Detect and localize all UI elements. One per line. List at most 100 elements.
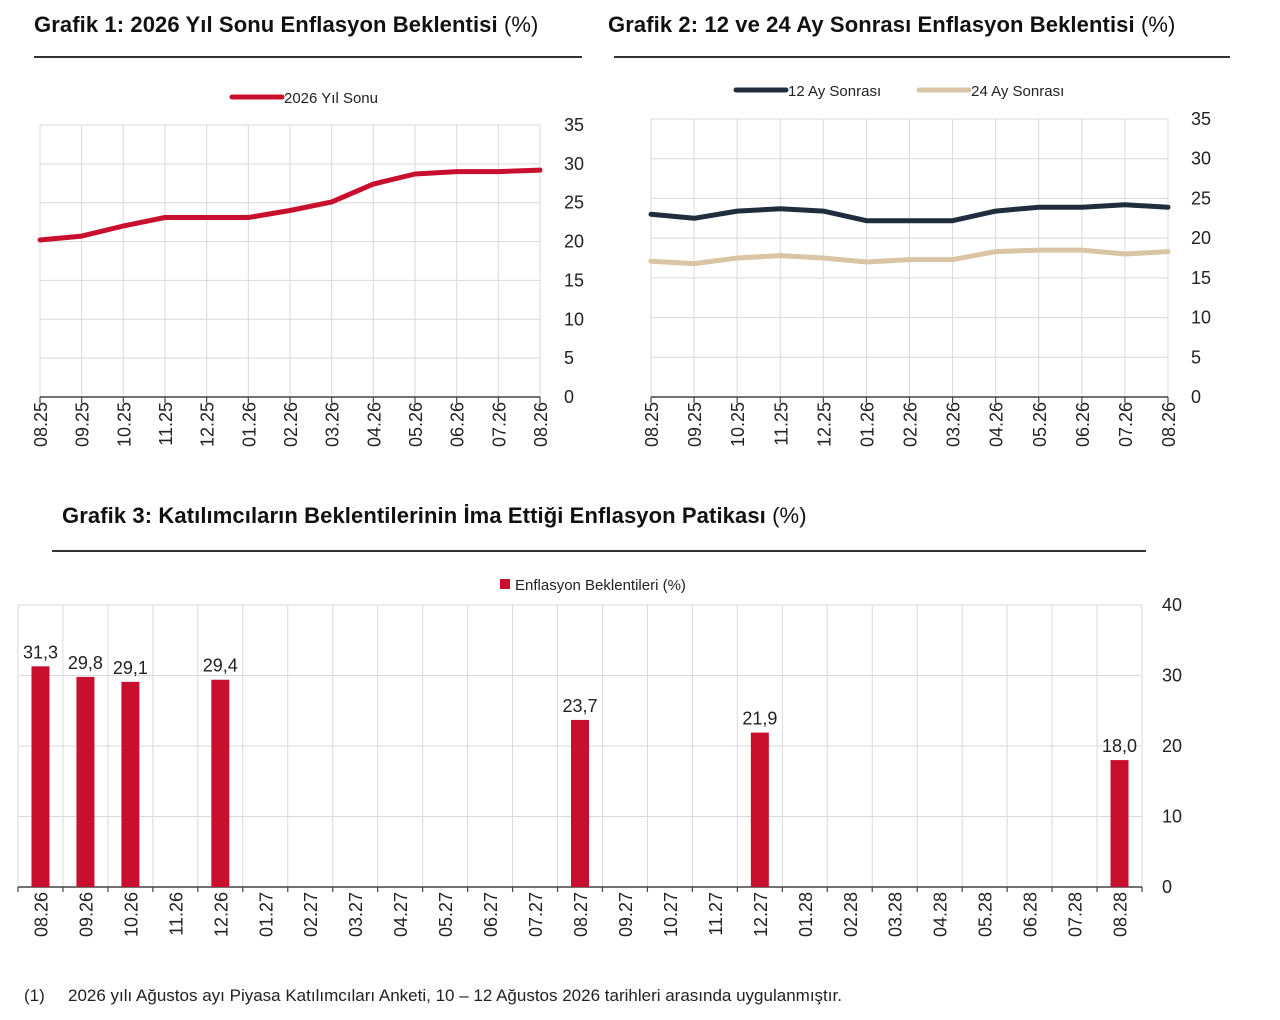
chart3-x-label: 05.28	[976, 892, 996, 937]
chart3-ytick-label: 40	[1162, 595, 1182, 615]
chart3-data-label: 31,3	[23, 642, 58, 662]
chart1-ytick-label: 20	[564, 232, 584, 252]
chart3-x-label: 09.27	[616, 892, 636, 937]
chart1-legend-label: 2026 Yıl Sonu	[284, 90, 378, 107]
footnote-text: 2026 yılı Ağustos ayı Piyasa Katılımcıla…	[68, 986, 842, 1005]
chart3-bar	[211, 679, 230, 887]
chart3-bar	[1110, 760, 1129, 887]
chart3-x-label: 11.26	[166, 892, 186, 936]
chart1-ytick-label: 5	[564, 348, 574, 368]
chart2-ytick-label: 5	[1191, 347, 1201, 367]
chart1-series-line-1	[37, 167, 543, 243]
chart1-x-label: 11.25	[156, 402, 176, 446]
chart2-title-main: Grafik 2: 12 ve 24 Ay Sonrası Enflasyon …	[608, 12, 1135, 37]
chart1-ytick-label: 15	[564, 270, 584, 290]
chart2-x-label: 04.26	[987, 402, 1007, 447]
chart2-ytick-label: 0	[1191, 387, 1201, 407]
chart2-x-label: 08.26	[1159, 402, 1179, 447]
chart2-ytick-label: 15	[1191, 268, 1211, 288]
chart2-x-label: 07.26	[1116, 402, 1136, 447]
chart2-x-label: 01.26	[857, 402, 877, 447]
chart3-x-label: 06.27	[481, 892, 501, 937]
chart3-legend-label: Enflasyon Beklentileri (%)	[515, 577, 686, 594]
chart3-ytick-label: 10	[1162, 807, 1182, 827]
chart1-x-label: 06.26	[448, 402, 468, 447]
chart3-x-label: 10.26	[121, 892, 141, 937]
chart2-x-label: 09.25	[685, 402, 705, 447]
chart2-x-label: 08.25	[642, 402, 662, 447]
chart1-x-label: 08.25	[31, 402, 51, 447]
chart2-x-label: 06.26	[1073, 402, 1093, 447]
chart3-ytick-label: 20	[1162, 736, 1182, 756]
chart3-x-label: 08.26	[31, 892, 51, 937]
chart3-x-label: 11.27	[706, 892, 726, 936]
chart1-ytick-label: 35	[564, 115, 584, 135]
chart1-x-label: 03.26	[323, 402, 343, 447]
chart3-title-unit: (%)	[772, 503, 807, 528]
chart3-x-label: 08.27	[571, 892, 591, 937]
chart3-x-label: 01.27	[256, 892, 276, 937]
chart3-x-label: 05.27	[436, 892, 456, 937]
chart3-x-label: 02.28	[841, 892, 861, 937]
chart3-x-label: 09.26	[76, 892, 96, 937]
chart2-series-line-1	[648, 202, 1171, 224]
chart3-x-label: 04.28	[931, 892, 951, 937]
chart1-title-main: Grafik 1: 2026 Yıl Sonu Enflasyon Beklen…	[34, 12, 498, 37]
chart2-ytick-label: 20	[1191, 228, 1211, 248]
chart3-x-label: 03.27	[346, 892, 366, 937]
chart3-legend-swatch	[500, 579, 510, 589]
chart2-legend-label: 24 Ay Sonrası	[971, 83, 1064, 100]
chart3-data-label: 29,1	[113, 658, 148, 678]
chart2-title-unit: (%)	[1140, 12, 1176, 37]
chart2-x-label: 05.26	[1030, 402, 1050, 447]
chart3-data-label: 18,0	[1102, 736, 1137, 756]
chart1-x-label: 07.26	[489, 402, 509, 447]
chart2-title: Grafik 2: 12 ve 24 Ay Sonrası Enflasyon …	[608, 12, 1175, 38]
chart3-x-label: 02.27	[301, 892, 321, 937]
chart2-x-label: 12.25	[814, 402, 834, 447]
chart1-x-label: 09.25	[73, 402, 93, 447]
chart2-x-label: 02.26	[901, 402, 921, 447]
chart3-ytick-label: 0	[1162, 877, 1172, 897]
chart1-ytick-label: 30	[564, 154, 584, 174]
chart1-ytick-label: 25	[564, 193, 584, 213]
chart3-data-label: 23,7	[562, 696, 597, 716]
chart1-x-label: 02.26	[281, 402, 301, 447]
chart3-bar	[121, 681, 140, 887]
chart3-title-rule	[52, 550, 1146, 552]
chart2-x-label: 11.25	[771, 402, 791, 446]
chart3-x-label: 03.28	[886, 892, 906, 937]
chart3-title: Grafik 3: Katılımcıların Beklentilerinin…	[62, 503, 807, 529]
chart2-x-label: 10.25	[728, 402, 748, 447]
chart3-x-label: 01.28	[796, 892, 816, 937]
chart3-data-label: 21,9	[742, 709, 777, 729]
chart1-x-label: 10.25	[114, 402, 134, 447]
footnote: (1) 2026 yılı Ağustos ayı Piyasa Katılımc…	[24, 986, 842, 1006]
chart2-x-label: 03.26	[944, 402, 964, 447]
chart2-ytick-label: 35	[1191, 109, 1211, 129]
chart2-ytick-label: 30	[1191, 149, 1211, 169]
chart3-bar	[31, 666, 50, 887]
chart2-title-rule	[614, 56, 1230, 58]
chart1-x-label: 08.26	[531, 402, 551, 447]
chart1-ytick-label: 0	[564, 387, 574, 407]
chart2-ytick-label: 25	[1191, 188, 1211, 208]
chart3-x-label: 08.28	[1111, 892, 1131, 937]
chart1-x-label: 12.25	[198, 402, 218, 447]
chart3-bar	[571, 719, 589, 887]
chart3-data-label: 29,8	[68, 653, 103, 673]
chart3-x-label: 12.26	[211, 892, 231, 937]
chart3-x-label: 06.28	[1021, 892, 1041, 937]
chart3-ytick-label: 30	[1162, 666, 1182, 686]
chart1-title: Grafik 1: 2026 Yıl Sonu Enflasyon Beklen…	[34, 12, 538, 38]
chart1-title-rule	[34, 56, 582, 58]
chart3-data-label: 29,4	[203, 656, 238, 676]
chart1-x-label: 04.26	[364, 402, 384, 447]
chart1-x-label: 05.26	[406, 402, 426, 447]
chart1-x-label: 01.26	[239, 402, 259, 447]
chart3-title-main: Grafik 3: Katılımcıların Beklentilerinin…	[62, 503, 766, 528]
chart3-bar	[750, 732, 769, 887]
chart3-x-label: 07.28	[1066, 892, 1086, 937]
chart3-x-label: 04.27	[391, 892, 411, 937]
